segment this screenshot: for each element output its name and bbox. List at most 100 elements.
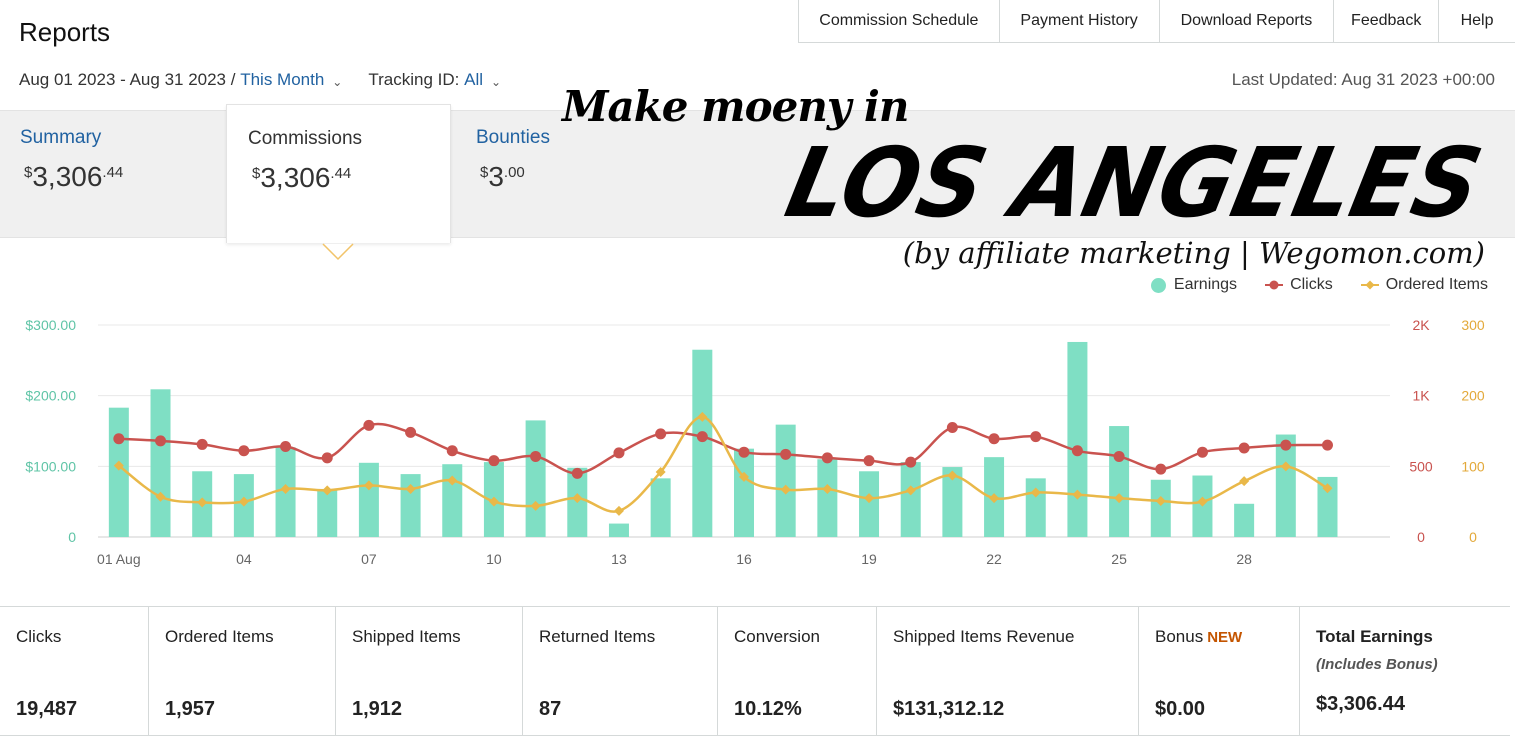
x-tick-label: 22 [986,551,1002,567]
earnings-bar [1025,478,1046,537]
clicks-point [321,452,333,464]
banner-headline: Make moeny in [562,82,909,131]
legend-clicks[interactable]: Clicks [1265,276,1333,294]
stat-bonus: Bonus NEW $0.00 [1139,607,1300,735]
new-badge: NEW [1207,629,1243,646]
earnings-bar [1150,479,1171,537]
clicks-point [613,447,625,459]
tab-bounties-label: Bounties [476,127,550,148]
ordered-items-point [1072,489,1083,500]
ordered-items-point [822,483,833,494]
commission-schedule-button[interactable]: Commission Schedule [799,0,1000,42]
download-reports-button[interactable]: Download Reports [1159,0,1335,42]
x-tick-label: 04 [236,551,252,567]
ordered-items-point [864,493,875,504]
earnings-bar [1317,476,1338,537]
tab-caret-icon [322,243,354,261]
ordered-items-point [197,497,208,508]
chevron-down-icon[interactable]: ⌄ [332,75,343,89]
payment-history-button[interactable]: Payment History [999,0,1160,42]
ordered-items-point [613,505,624,516]
ordered-items-point [155,491,166,502]
legend-ordered-items[interactable]: Ordered Items [1360,276,1488,294]
earnings-bar [317,488,338,537]
earnings-bar [859,471,880,537]
y-right-ordered-tick-label: 0 [1469,529,1477,545]
clicks-point [1280,439,1292,451]
x-tick-label: 28 [1236,551,1252,567]
stat-clicks: Clicks 19,487 [0,607,149,735]
help-button[interactable]: Help [1439,0,1515,42]
ordered-items-point [739,471,749,482]
chevron-down-icon[interactable]: ⌄ [491,75,502,89]
clicks-point [530,450,542,462]
report-filters: Aug 01 2023 - Aug 31 2023 / This Month ⌄… [19,70,527,90]
x-tick-label: 01 Aug [97,551,141,567]
stat-shipped-revenue: Shipped Items Revenue $131,312.12 [877,607,1139,735]
clicks-point [1071,445,1083,457]
ordered-items-point [405,483,416,494]
earnings-bar [1234,503,1255,537]
x-tick-label: 19 [861,551,877,567]
earnings-dot-icon [1150,277,1166,293]
legend-earnings[interactable]: Earnings [1150,276,1237,294]
earnings-bar [900,462,921,537]
earnings-bar [1275,434,1296,537]
stat-total-earnings: Total Earnings (Includes Bonus) $3,306.4… [1316,627,1438,715]
clicks-point [738,446,750,458]
date-range-text: Aug 01 2023 - Aug 31 2023 / [19,70,236,89]
tracking-id-dropdown[interactable]: All [464,70,484,89]
clicks-point [488,455,500,467]
y-right-clicks-tick-label: 1K [1412,388,1430,404]
tab-commissions-label: Commissions [248,128,363,149]
stat-returned-items: Returned Items 87 [523,607,718,735]
y-left-tick-label: $200.00 [25,388,76,404]
ordered-items-point [780,484,791,495]
promo-banner: Make moeny in LOS ANGELES (by affiliate … [560,78,1515,278]
summary-amount: $3,306.44 [24,161,124,192]
ordered-items-point [322,485,333,496]
ordered-items-point [113,460,124,471]
commissions-amount: $3,306.44 [252,162,352,193]
earnings-chart: 0 0 0 $100.00 500 100 $200.00 1K 200 $300.00 2K 300… [25,317,1485,567]
y-right-ordered-tick-label: 300 [1461,317,1485,333]
tab-summary-label: Summary [20,127,102,148]
earnings-bar [775,424,796,537]
y-right-clicks-tick-label: 500 [1409,458,1433,474]
ordered-items-point [1280,461,1291,472]
clicks-point [1321,439,1333,451]
ordered-items-point [905,485,916,496]
earnings-bar [442,464,463,537]
y-right-ordered-tick-label: 200 [1461,388,1485,404]
earnings-bar [692,349,713,537]
tab-summary[interactable]: Summary $3,306.44 [0,110,226,238]
ordered-items-point [1155,495,1166,506]
clicks-point [196,438,208,450]
ordered-items-point [697,411,708,422]
bounties-amount: $3.00 [480,161,525,192]
earnings-bar [650,478,671,537]
ordered-items-point [1322,483,1333,494]
banner-city-title: LOS ANGELES [782,136,1482,228]
period-dropdown[interactable]: This Month [240,70,325,89]
ordered-line-icon [1360,280,1379,290]
feedback-button[interactable]: Feedback [1334,0,1440,42]
ordered-items-point [947,470,958,481]
ordered-items-line [118,415,1329,513]
ordered-items-point [488,496,499,507]
y-right-ordered-tick-label: 100 [1461,458,1485,474]
tab-commissions[interactable]: Commissions $3,306.44 [226,104,451,243]
clicks-point [1196,446,1208,458]
clicks-point [238,445,250,457]
earnings-bar [817,459,838,537]
tab-bounties[interactable]: Bounties $3.00 [456,110,656,238]
clicks-point [696,431,708,443]
clicks-point [655,428,667,440]
ordered-items-point [572,493,583,504]
ordered-items-point [1030,487,1041,498]
x-tick-label: 25 [1111,551,1127,567]
x-tick-label: 13 [611,551,627,567]
x-tick-label: 16 [736,551,752,567]
clicks-point [1238,442,1250,454]
y-left-tick-label: 0 [68,529,76,545]
